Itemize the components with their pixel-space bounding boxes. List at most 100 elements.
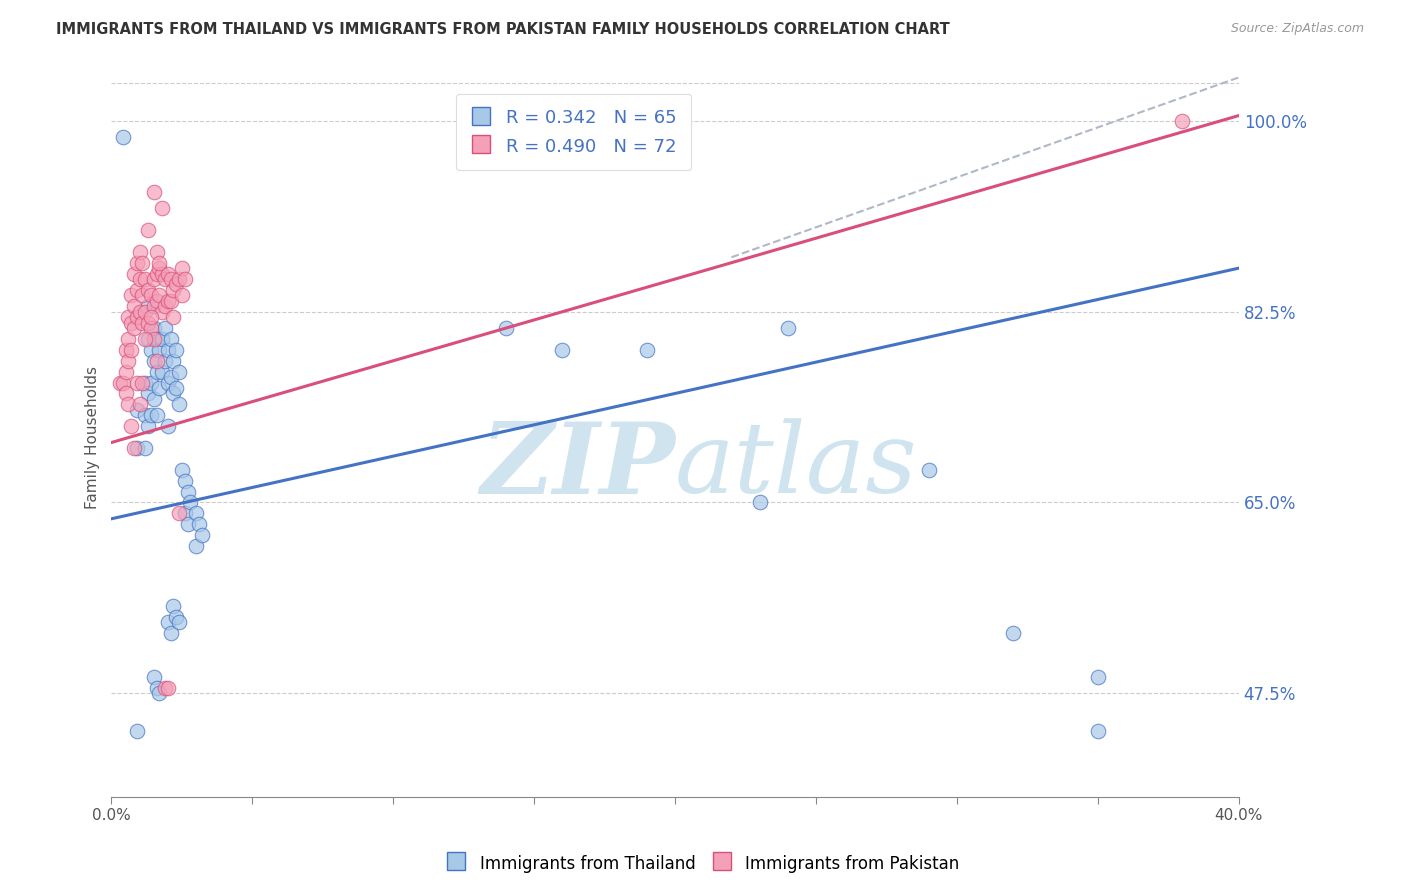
Point — [122, 321, 145, 335]
Point — [114, 343, 136, 357]
Point — [142, 321, 165, 335]
Point — [776, 321, 799, 335]
Point — [142, 185, 165, 199]
Point — [1087, 670, 1109, 684]
Point — [156, 293, 179, 308]
Point — [148, 261, 170, 276]
Point — [145, 244, 167, 259]
Point — [148, 256, 170, 270]
Point — [134, 409, 156, 423]
Point — [117, 353, 139, 368]
Point — [139, 376, 162, 390]
Point — [142, 299, 165, 313]
Point — [165, 610, 187, 624]
Point — [136, 223, 159, 237]
Point — [139, 343, 162, 357]
Point — [125, 256, 148, 270]
Point — [136, 419, 159, 434]
Point — [139, 288, 162, 302]
Point — [136, 283, 159, 297]
Point — [128, 397, 150, 411]
Point — [120, 343, 142, 357]
Point — [142, 392, 165, 406]
Point — [173, 474, 195, 488]
Point — [551, 343, 574, 357]
Point — [111, 130, 134, 145]
Point — [1087, 724, 1109, 739]
Point — [117, 397, 139, 411]
Point — [176, 517, 198, 532]
Point — [150, 304, 173, 318]
Point — [165, 343, 187, 357]
Point — [139, 409, 162, 423]
Point — [165, 277, 187, 292]
Point — [136, 386, 159, 401]
Point — [184, 539, 207, 553]
Point — [162, 310, 184, 325]
Point — [150, 201, 173, 215]
Point — [148, 686, 170, 700]
Point — [156, 615, 179, 630]
Point — [748, 495, 770, 509]
Point — [150, 332, 173, 346]
Point — [159, 370, 181, 384]
Point — [134, 376, 156, 390]
Point — [1171, 114, 1194, 128]
Y-axis label: Family Households: Family Households — [86, 366, 100, 508]
Point — [131, 376, 153, 390]
Point — [120, 288, 142, 302]
Point — [184, 506, 207, 520]
Point — [125, 724, 148, 739]
Point — [150, 365, 173, 379]
Point — [142, 353, 165, 368]
Point — [108, 376, 131, 390]
Point — [159, 293, 181, 308]
Point — [170, 288, 193, 302]
Point — [173, 506, 195, 520]
Point — [134, 272, 156, 286]
Point — [117, 310, 139, 325]
Point — [162, 283, 184, 297]
Point — [159, 332, 181, 346]
Point — [142, 332, 165, 346]
Point — [167, 272, 190, 286]
Legend: Immigrants from Thailand, Immigrants from Pakistan: Immigrants from Thailand, Immigrants fro… — [440, 847, 966, 880]
Point — [114, 365, 136, 379]
Point — [142, 272, 165, 286]
Point — [125, 441, 148, 455]
Point — [162, 386, 184, 401]
Point — [131, 256, 153, 270]
Point — [153, 353, 176, 368]
Point — [190, 528, 212, 542]
Point — [145, 293, 167, 308]
Point — [145, 365, 167, 379]
Point — [145, 353, 167, 368]
Point — [918, 463, 941, 477]
Point — [156, 376, 179, 390]
Point — [156, 419, 179, 434]
Point — [148, 381, 170, 395]
Point — [142, 670, 165, 684]
Point — [170, 261, 193, 276]
Point — [148, 343, 170, 357]
Point — [165, 381, 187, 395]
Point — [179, 495, 201, 509]
Point — [153, 272, 176, 286]
Point — [156, 681, 179, 695]
Point — [167, 365, 190, 379]
Text: atlas: atlas — [675, 418, 918, 514]
Point — [111, 376, 134, 390]
Point — [145, 332, 167, 346]
Point — [173, 272, 195, 286]
Point — [122, 299, 145, 313]
Point — [145, 681, 167, 695]
Point — [136, 316, 159, 330]
Point — [131, 288, 153, 302]
Point — [125, 310, 148, 325]
Point — [156, 343, 179, 357]
Text: Source: ZipAtlas.com: Source: ZipAtlas.com — [1230, 22, 1364, 36]
Legend: R = 0.342   N = 65, R = 0.490   N = 72: R = 0.342 N = 65, R = 0.490 N = 72 — [456, 94, 692, 170]
Point — [117, 332, 139, 346]
Point — [114, 386, 136, 401]
Text: IMMIGRANTS FROM THAILAND VS IMMIGRANTS FROM PAKISTAN FAMILY HOUSEHOLDS CORRELATI: IMMIGRANTS FROM THAILAND VS IMMIGRANTS F… — [56, 22, 950, 37]
